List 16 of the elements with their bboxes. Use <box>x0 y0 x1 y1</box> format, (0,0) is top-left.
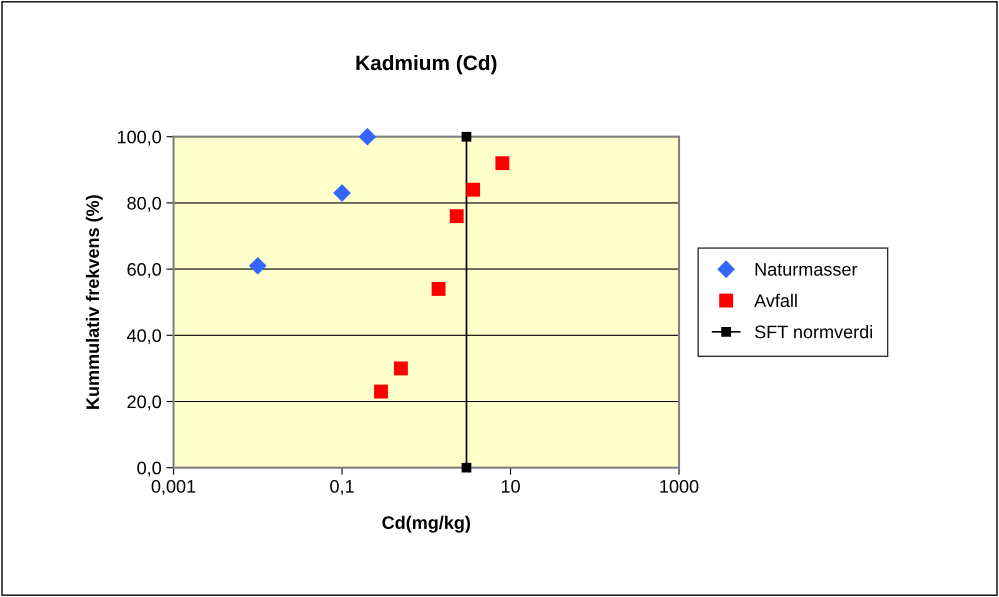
legend-label: SFT normverdi <box>754 325 872 338</box>
y-tick-label: 20,0 <box>127 395 162 410</box>
x-tick-label: 1000 <box>660 480 698 493</box>
x-tick-label: 0,001 <box>152 480 196 495</box>
y-tick-label: 100,0 <box>118 130 162 146</box>
y-axis-title: Kummulativ frekvens (%) <box>86 195 103 409</box>
legend-label: Avfall <box>754 294 797 308</box>
legend-label: Naturmasser <box>756 263 858 276</box>
y-tick-label: 80,0 <box>127 196 162 212</box>
y-tick-label: 40,0 <box>127 329 162 344</box>
y-tick-label: 60,0 <box>128 263 162 278</box>
y-tick-label: 0,0 <box>137 462 162 477</box>
x-tick-label: 0,1 <box>330 480 354 495</box>
chart-title: Kadmium (Cd) <box>356 54 496 74</box>
x-tick-label: 10 <box>502 480 520 493</box>
x-axis-title: Cd(mg/kg) <box>382 516 470 533</box>
